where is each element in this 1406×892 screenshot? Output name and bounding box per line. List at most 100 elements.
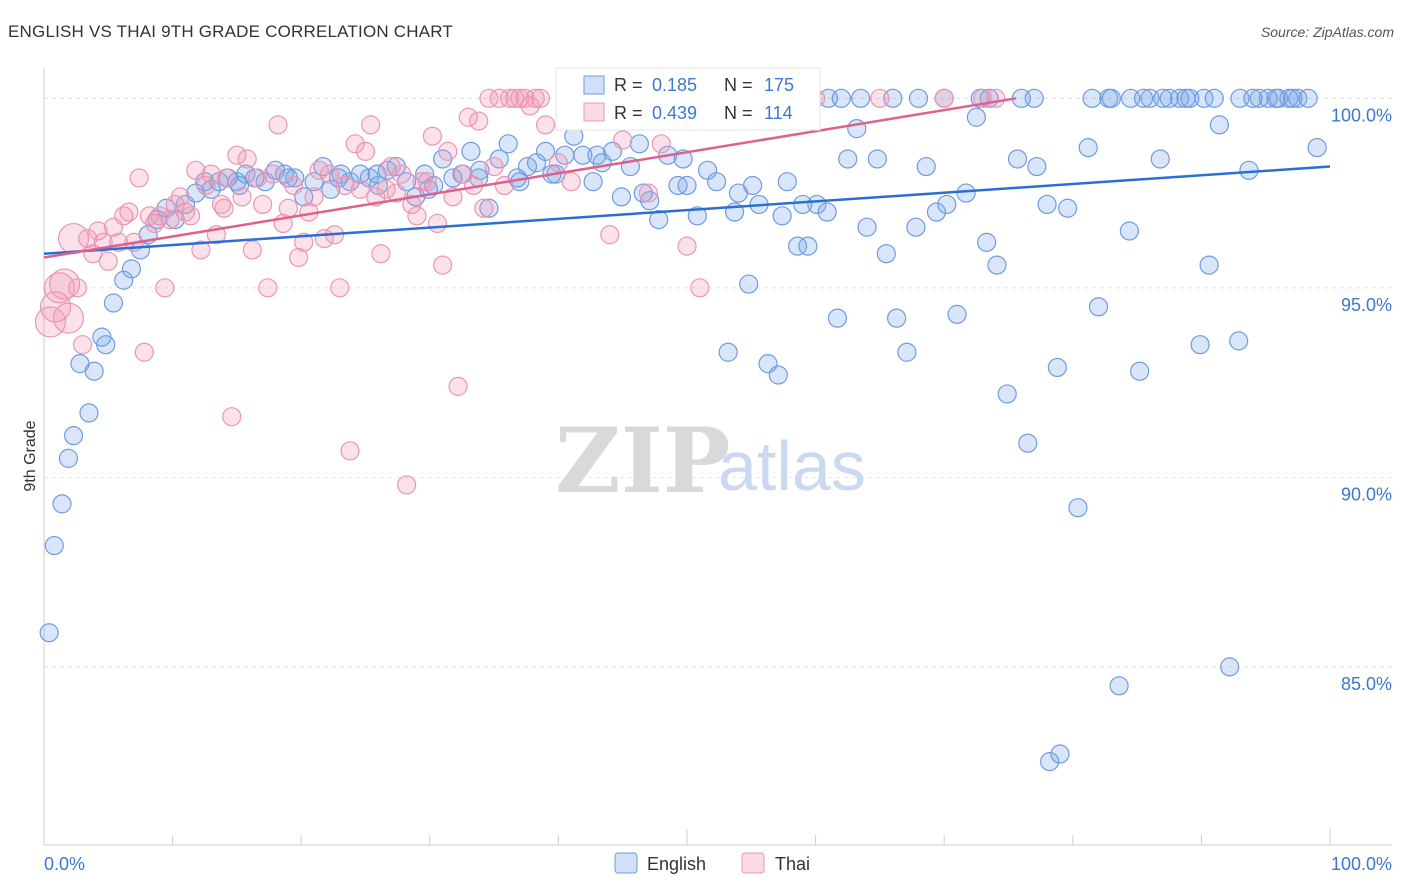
english-point bbox=[1133, 88, 1154, 108]
english-point bbox=[96, 335, 116, 355]
english-point bbox=[916, 156, 936, 177]
english-point bbox=[1119, 221, 1139, 241]
y-tick-label: 85.0% bbox=[1341, 674, 1392, 694]
thai-point bbox=[397, 475, 417, 495]
english-point bbox=[1037, 194, 1057, 215]
thai-point bbox=[98, 251, 118, 271]
english-point bbox=[587, 145, 607, 165]
english-point bbox=[677, 175, 697, 196]
legend-english-label: English bbox=[647, 854, 706, 874]
english-point bbox=[827, 308, 848, 328]
thai-point bbox=[505, 88, 525, 108]
english-point bbox=[201, 179, 221, 199]
chart-title: ENGLISH VS THAI 9TH GRADE CORRELATION CH… bbox=[8, 22, 454, 41]
english-point bbox=[1047, 357, 1067, 378]
english-r-value: 0.185 bbox=[652, 75, 697, 95]
english-point bbox=[777, 172, 797, 192]
english-point bbox=[114, 270, 134, 290]
x-tick-label-min: 0.0% bbox=[44, 854, 85, 874]
thai-point bbox=[232, 187, 252, 207]
thai-r-value: 0.439 bbox=[652, 103, 697, 123]
thai-point bbox=[247, 168, 268, 188]
thai-point bbox=[283, 175, 304, 196]
stats-legend-box bbox=[555, 67, 821, 131]
english-point bbox=[897, 342, 917, 362]
english-point bbox=[876, 244, 896, 264]
thai-point bbox=[129, 168, 149, 188]
thai-point bbox=[67, 278, 88, 298]
thai-point bbox=[289, 247, 309, 268]
thai-point bbox=[407, 206, 427, 226]
thai-point bbox=[345, 134, 365, 154]
thai-point bbox=[870, 88, 890, 108]
english-point bbox=[1058, 198, 1078, 218]
english-point bbox=[718, 342, 738, 362]
english-n-label: N = bbox=[724, 75, 753, 95]
legend-thai-label: Thai bbox=[775, 854, 810, 874]
thai-point bbox=[433, 255, 453, 275]
thai-point bbox=[214, 198, 234, 218]
thai-point bbox=[88, 221, 108, 241]
english-point bbox=[977, 232, 997, 252]
english-point bbox=[640, 191, 660, 211]
thai-point bbox=[489, 88, 509, 108]
english-point bbox=[103, 293, 124, 313]
english-point bbox=[851, 88, 871, 108]
english-point bbox=[1130, 361, 1150, 381]
thai-point bbox=[350, 179, 370, 199]
english-point bbox=[798, 236, 818, 256]
thai-point bbox=[427, 213, 448, 233]
thai-point bbox=[422, 126, 442, 146]
thai-point bbox=[78, 228, 98, 249]
x-ticks bbox=[43, 829, 1331, 845]
thai-point bbox=[119, 202, 139, 222]
english-point bbox=[1040, 752, 1060, 772]
thai-point bbox=[402, 194, 422, 215]
watermark-atlas: atlas bbox=[718, 427, 866, 505]
english-point bbox=[479, 198, 499, 218]
english-point bbox=[1007, 149, 1028, 169]
english-point bbox=[1220, 657, 1240, 677]
thai-point bbox=[72, 335, 93, 355]
english-point bbox=[1078, 137, 1098, 158]
y-tick-label: 100.0% bbox=[1331, 105, 1392, 125]
watermark-zip: ZIP bbox=[555, 408, 730, 514]
thai-point bbox=[191, 240, 211, 260]
english-point bbox=[857, 217, 877, 237]
english-point bbox=[793, 194, 813, 215]
thai-point bbox=[600, 225, 620, 245]
english-point bbox=[1082, 88, 1102, 108]
thai-point bbox=[376, 179, 396, 199]
english-point bbox=[121, 259, 142, 279]
english-point bbox=[739, 274, 759, 294]
stats-legend: R = 0.185 N = 175 R = 0.439 N = 114 bbox=[555, 67, 821, 131]
english-point bbox=[1258, 88, 1278, 108]
trend-lines bbox=[43, 97, 1331, 259]
english-point bbox=[583, 172, 603, 192]
thai-point bbox=[530, 88, 550, 108]
thai-point bbox=[201, 164, 221, 184]
thai-point bbox=[309, 160, 329, 180]
y-tick-label: 90.0% bbox=[1341, 484, 1392, 504]
english-point bbox=[1153, 88, 1173, 108]
english-point bbox=[165, 210, 185, 230]
english-point bbox=[313, 156, 333, 177]
english-point bbox=[997, 384, 1017, 404]
english-point bbox=[63, 426, 84, 446]
thai-point bbox=[355, 141, 376, 161]
thai-point bbox=[412, 172, 432, 192]
thai-point bbox=[391, 164, 412, 184]
thai-point bbox=[690, 278, 710, 298]
english-point bbox=[838, 149, 858, 169]
english-point bbox=[1024, 88, 1044, 108]
english-point bbox=[340, 172, 360, 192]
english-point bbox=[1027, 156, 1047, 177]
thai-point bbox=[155, 278, 175, 298]
thai-point bbox=[638, 183, 659, 203]
english-point bbox=[772, 206, 792, 226]
thai-point bbox=[335, 175, 355, 196]
thai-point bbox=[499, 88, 520, 108]
thai-point bbox=[242, 240, 262, 260]
english-point bbox=[831, 88, 851, 108]
thai-swatch bbox=[583, 102, 605, 122]
